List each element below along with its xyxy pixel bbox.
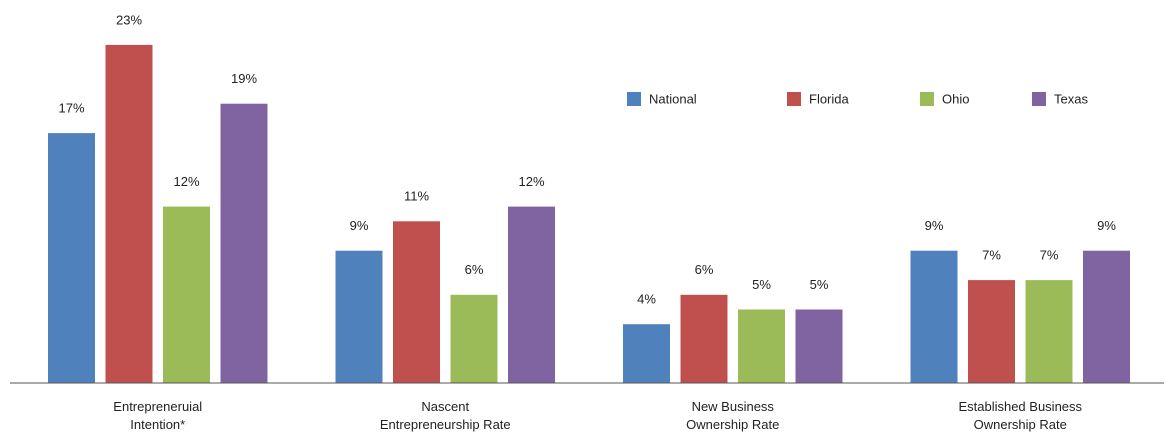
value-label: 19% [231,71,257,86]
label-line: Ownership Rate [686,417,779,432]
value-label: 9% [350,218,369,233]
bar [393,221,440,383]
value-label: 9% [925,218,944,233]
value-label: 11% [404,189,429,204]
value-label: 5% [752,277,771,292]
bar [680,294,728,383]
value-label: 7% [982,248,1001,263]
bar [220,103,268,383]
x-tick-label: Nascent Entrepreneurship Rate [380,399,511,432]
legend-swatch [920,92,934,106]
x-tick-label: Established Business Ownership Rate [958,399,1082,432]
label-line: Intention* [130,417,185,432]
bar [968,280,1015,383]
bar [508,206,555,383]
bar [910,250,958,383]
value-label: 6% [695,262,714,277]
value-label: 12% [173,174,199,189]
legend-swatch [627,92,641,106]
bar [163,206,210,383]
label-line: Entrepreneurship Rate [380,417,511,432]
bar [335,250,383,383]
bar [738,309,785,383]
legend-label: National [649,91,697,106]
label-line: Entrepreneruial [113,399,202,414]
label-line: Established Business [958,399,1082,414]
value-label: 23% [116,12,142,27]
bar [1025,280,1073,383]
bar [1083,250,1130,383]
value-label: 5% [810,277,829,292]
bar [795,309,843,383]
bar [623,324,670,383]
legend-label: Florida [809,91,850,106]
legend-swatch [787,92,801,106]
label-line: Ownership Rate [974,417,1067,432]
bar [48,133,95,383]
x-tick-label: New Business Ownership Rate [686,399,779,432]
label-line: Nascent [421,399,469,414]
label-line: New Business [692,399,775,414]
x-tick-label: Entrepreneruial Intention* [113,399,202,432]
legend-swatch [1032,92,1046,106]
value-label: 4% [637,292,656,307]
bar [105,44,153,384]
value-label: 12% [518,174,544,189]
legend-label: Ohio [942,91,969,106]
value-label: 9% [1097,218,1116,233]
bar [450,294,498,383]
value-label: 17% [58,101,84,116]
legend-label: Texas [1054,91,1088,106]
value-label: 7% [1040,248,1059,263]
value-label: 6% [465,262,484,277]
